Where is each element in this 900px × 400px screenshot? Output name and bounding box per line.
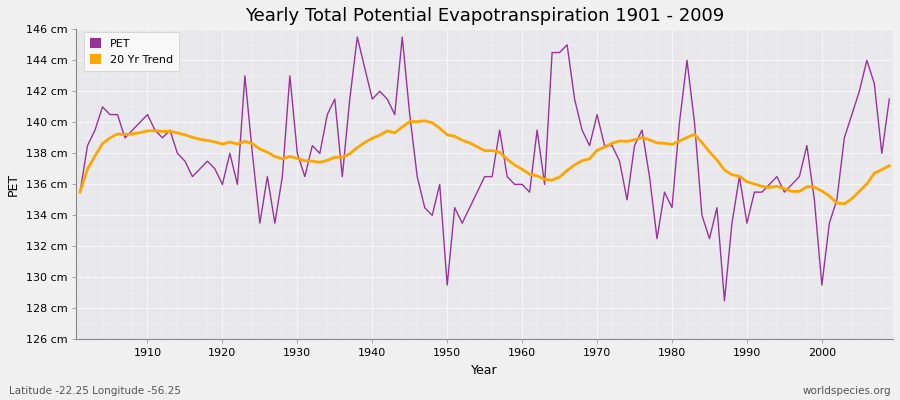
X-axis label: Year: Year [472,364,498,377]
Y-axis label: PET: PET [7,173,20,196]
Text: worldspecies.org: worldspecies.org [803,386,891,396]
Text: Latitude -22.25 Longitude -56.25: Latitude -22.25 Longitude -56.25 [9,386,181,396]
Title: Yearly Total Potential Evapotranspiration 1901 - 2009: Yearly Total Potential Evapotranspiratio… [245,7,724,25]
Legend: PET, 20 Yr Trend: PET, 20 Yr Trend [85,32,179,71]
